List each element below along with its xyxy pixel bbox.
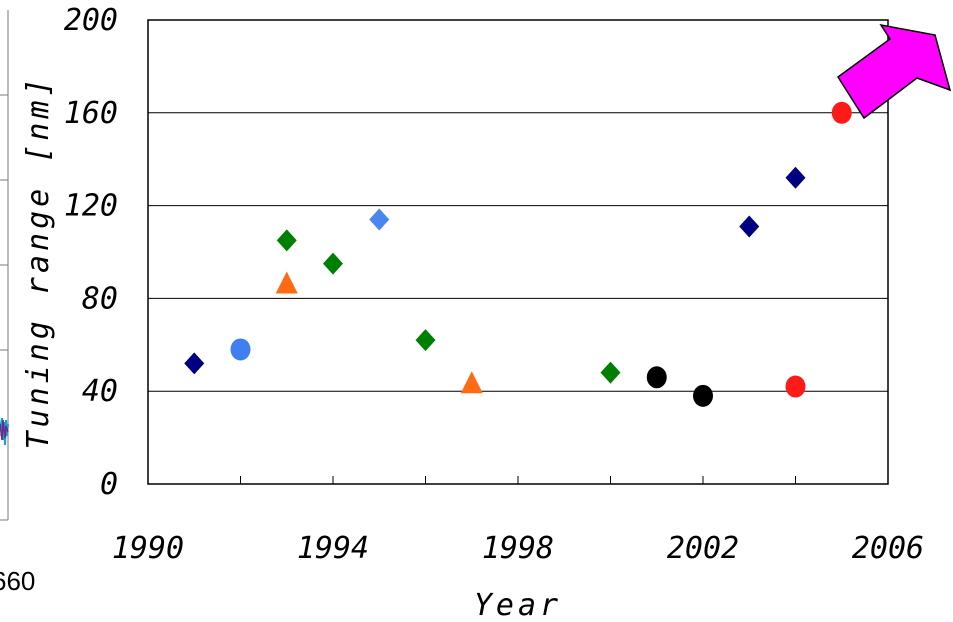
diamond-marker (739, 215, 760, 238)
diamond-marker (369, 208, 390, 231)
x-tick-label: 1994 (297, 531, 369, 566)
diamond-marker (415, 329, 436, 352)
y-tick-label: 0 (100, 467, 118, 502)
circle-marker (831, 101, 852, 124)
circle-marker (646, 366, 667, 389)
data-points (184, 101, 852, 407)
diamond-marker (323, 252, 343, 275)
grid-lines (148, 112, 888, 392)
x-tick-label: 2006 (852, 531, 924, 566)
diamond-marker (184, 352, 205, 375)
fragment-trace-2 (0, 419, 9, 441)
circle-marker (230, 338, 251, 361)
circle-marker (693, 384, 713, 407)
y-tick-label: 160 (64, 96, 118, 131)
y-tick-label: 120 (64, 189, 118, 224)
left-fragment: 660 (0, 10, 35, 596)
x-axis-tick-labels: 1990 1994 1998 2002 2006 (112, 531, 924, 566)
diamond-marker (600, 361, 621, 384)
circle-marker (785, 375, 806, 398)
plot-frame (147, 19, 889, 485)
x-axis-ticks (147, 476, 889, 484)
triangle-marker (460, 371, 483, 394)
x-axis-title: Year (474, 588, 562, 622)
y-tick-label: 200 (64, 3, 118, 38)
diamond-marker (276, 229, 297, 252)
y-axis-tick-labels: 0 40 80 120 160 200 (64, 3, 118, 502)
y-tick-label: 80 (82, 281, 118, 316)
x-tick-label: 1990 (112, 531, 184, 566)
diamond-marker (785, 166, 806, 189)
x-tick-label: 2002 (667, 531, 739, 566)
fragment-tick-label: 660 (0, 566, 35, 596)
x-tick-label: 1998 (482, 531, 554, 566)
triangle-marker (275, 271, 298, 294)
y-axis-title: Tuning range [nm] (21, 74, 56, 449)
arrow-annotation (836, 23, 952, 120)
y-tick-label: 40 (82, 374, 118, 409)
